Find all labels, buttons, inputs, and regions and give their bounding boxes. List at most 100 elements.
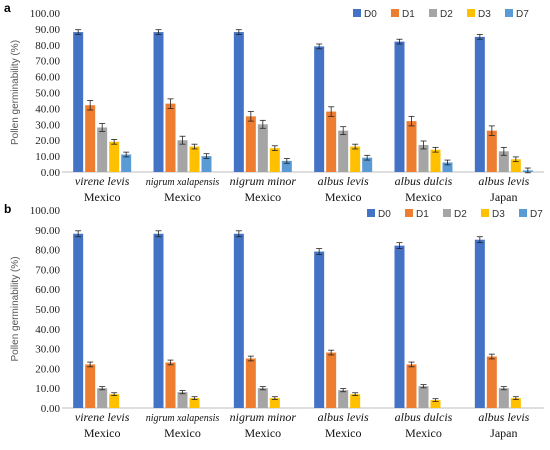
category-origin-label: Japan bbox=[490, 190, 517, 204]
bar-d2 bbox=[418, 386, 429, 408]
category-origin-label: Mexico bbox=[84, 190, 121, 204]
category-label: albus levis bbox=[478, 174, 529, 188]
category-origin-label: Mexico bbox=[164, 190, 201, 204]
y-axis-label: Pollen germinability (%) bbox=[10, 256, 21, 361]
bar-d1 bbox=[406, 364, 417, 408]
bar-d1 bbox=[85, 364, 96, 408]
legend-label-d7: D7 bbox=[516, 9, 529, 20]
bar-d3 bbox=[510, 159, 521, 172]
category-label: albus levis bbox=[318, 174, 369, 188]
legend-swatch-d7 bbox=[519, 209, 527, 217]
bar-d2 bbox=[498, 388, 509, 408]
bar-d3 bbox=[189, 398, 200, 408]
bar-d7 bbox=[121, 154, 132, 172]
category-label: albus dulcis bbox=[395, 410, 453, 424]
y-tick-label: 70.00 bbox=[35, 264, 60, 276]
category-origin-label: Mexico bbox=[245, 190, 282, 204]
bar-d0 bbox=[314, 46, 325, 172]
category-origin-label: Mexico bbox=[405, 190, 442, 204]
legend-swatch-d3 bbox=[467, 9, 475, 17]
bar-d3 bbox=[189, 146, 200, 172]
category-origin-label: Mexico bbox=[325, 190, 362, 204]
bar-d3 bbox=[430, 149, 441, 172]
legend-label-d0: D0 bbox=[364, 9, 377, 20]
y-tick-label: 20.00 bbox=[35, 135, 60, 147]
legend-swatch-d0 bbox=[367, 209, 375, 217]
legend-swatch-d3 bbox=[481, 209, 489, 217]
bar-d1 bbox=[326, 352, 337, 408]
bar-d3 bbox=[430, 400, 441, 408]
legend-swatch-d2 bbox=[443, 209, 451, 217]
panel-letter-b: b bbox=[4, 202, 11, 216]
category-label: virene levis bbox=[75, 410, 130, 424]
bar-d7 bbox=[201, 156, 212, 172]
category-origin-label: Mexico bbox=[245, 426, 282, 440]
legend-swatch-d0 bbox=[353, 9, 361, 17]
legend-label-d1: D1 bbox=[416, 209, 429, 220]
legend-label-d2: D2 bbox=[440, 9, 453, 20]
bar-d1 bbox=[486, 356, 497, 408]
bar-d0 bbox=[153, 233, 164, 408]
bar-d0 bbox=[73, 233, 84, 408]
category-label: nigrum xalapensis bbox=[146, 177, 220, 188]
legend-label-d1: D1 bbox=[402, 9, 415, 20]
bar-d7 bbox=[362, 157, 373, 172]
bar-d0 bbox=[474, 239, 485, 408]
bar-d2 bbox=[338, 390, 349, 408]
bar-d1 bbox=[326, 111, 337, 172]
bar-d3 bbox=[350, 146, 361, 172]
y-tick-label: 100.00 bbox=[30, 8, 61, 20]
bar-d2 bbox=[338, 130, 349, 172]
y-axis-label: Pollen germinability (%) bbox=[10, 40, 21, 145]
y-tick-label: 20.00 bbox=[35, 363, 60, 375]
y-tick-label: 10.00 bbox=[35, 151, 60, 163]
bar-d0 bbox=[153, 32, 164, 172]
y-tick-label: 40.00 bbox=[35, 103, 60, 115]
bar-d2 bbox=[418, 144, 429, 172]
bar-d2 bbox=[177, 140, 188, 172]
bar-d1 bbox=[486, 130, 497, 172]
legend-swatch-d1 bbox=[391, 9, 399, 17]
y-tick-label: 30.00 bbox=[35, 119, 60, 131]
category-origin-label: Mexico bbox=[405, 426, 442, 440]
y-tick-label: 90.00 bbox=[35, 24, 60, 36]
bar-d2 bbox=[257, 388, 268, 408]
category-label: albus levis bbox=[318, 410, 369, 424]
category-label: albus levis bbox=[478, 410, 529, 424]
bar-d0 bbox=[474, 36, 485, 172]
category-origin-label: Mexico bbox=[164, 426, 201, 440]
bar-d3 bbox=[269, 148, 280, 172]
y-tick-label: 0.00 bbox=[41, 403, 61, 415]
category-origin-label: Japan bbox=[490, 426, 517, 440]
bar-d3 bbox=[109, 394, 120, 408]
category-label: nigrum xalapensis bbox=[146, 413, 220, 424]
y-tick-label: 30.00 bbox=[35, 344, 60, 356]
y-tick-label: 40.00 bbox=[35, 324, 60, 336]
y-tick-label: 0.00 bbox=[41, 167, 61, 179]
y-tick-label: 60.00 bbox=[35, 284, 60, 296]
bar-d2 bbox=[97, 388, 108, 408]
category-label: virene levis bbox=[75, 174, 130, 188]
category-origin-label: Mexico bbox=[325, 426, 362, 440]
bar-d2 bbox=[177, 392, 188, 408]
bar-d0 bbox=[314, 251, 325, 408]
legend-swatch-d1 bbox=[405, 209, 413, 217]
bar-d1 bbox=[406, 121, 417, 172]
legend-label-d3: D3 bbox=[478, 9, 491, 20]
bar-d7 bbox=[281, 160, 292, 172]
y-tick-label: 60.00 bbox=[35, 72, 60, 84]
category-label: nigrum minor bbox=[230, 174, 297, 188]
category-origin-label: Mexico bbox=[84, 426, 121, 440]
bar-d0 bbox=[394, 245, 405, 408]
bar-d1 bbox=[245, 116, 256, 172]
legend-label-d7: D7 bbox=[530, 209, 543, 220]
y-tick-label: 50.00 bbox=[35, 304, 60, 316]
legend-label-d2: D2 bbox=[454, 209, 467, 220]
bar-d3 bbox=[269, 398, 280, 408]
bar-d1 bbox=[245, 358, 256, 408]
panel-letter-a: a bbox=[4, 1, 11, 15]
category-label: albus dulcis bbox=[395, 174, 453, 188]
bar-d3 bbox=[350, 394, 361, 408]
y-tick-label: 90.00 bbox=[35, 225, 60, 237]
